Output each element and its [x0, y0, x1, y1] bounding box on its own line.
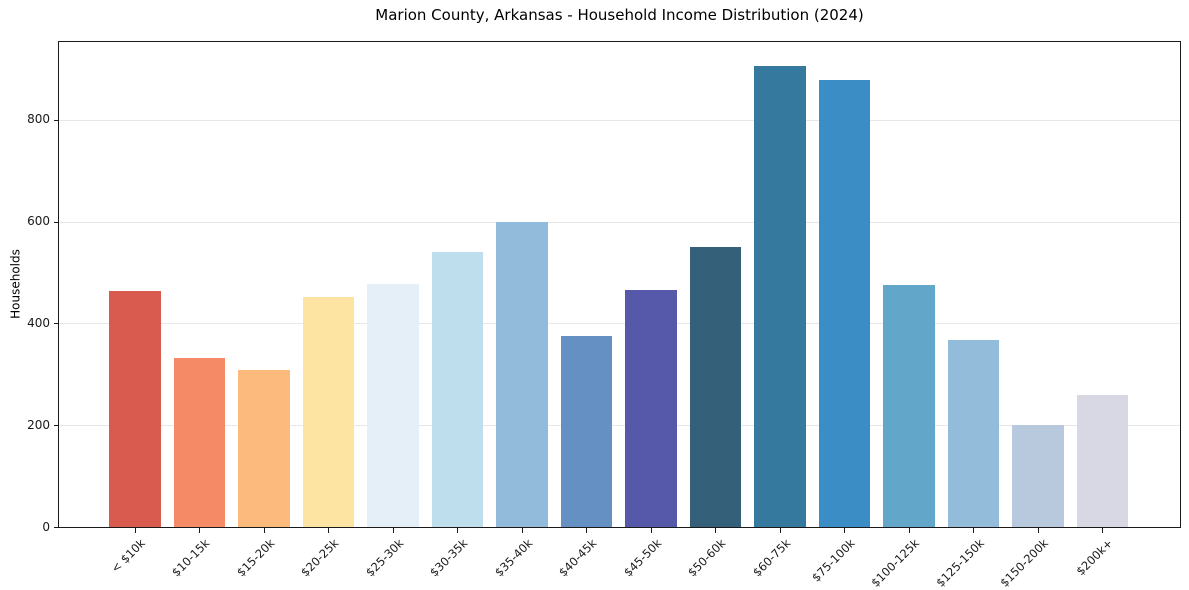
y-tick-label-400: 400	[27, 315, 50, 330]
x-tick-mark-15	[1102, 528, 1104, 533]
x-tick-label-13: $125-150k	[932, 536, 987, 590]
bar-0	[109, 291, 161, 527]
gridline-800	[59, 119, 1180, 121]
x-tick-label-5: $30-35k	[427, 536, 471, 580]
x-tick-mark-0	[134, 528, 136, 533]
x-tick-label-2: $15-20k	[233, 536, 278, 580]
gridline-200	[59, 425, 1180, 427]
x-tick-mark-14	[1037, 528, 1039, 533]
y-tick-mark-200	[54, 425, 59, 427]
y-tick-label-800: 800	[27, 112, 50, 127]
x-tick-label-6: $35-40k	[491, 536, 536, 580]
gridline-400	[59, 323, 1180, 325]
bar-1	[173, 358, 226, 527]
x-tick-label-3: $20-25k	[298, 536, 342, 580]
x-tick-label-0: < $10k	[108, 536, 149, 576]
x-tick-label-7: $40-45k	[556, 536, 600, 580]
x-tick-label-14: $150-200k	[997, 536, 1052, 590]
x-tick-mark-6	[521, 528, 523, 533]
bar-9	[689, 246, 742, 527]
y-tick-label-0: 0	[42, 519, 50, 534]
chart-title: Marion County, Arkansas - Household Inco…	[375, 6, 864, 24]
bar-11	[818, 80, 871, 527]
x-tick-mark-10	[779, 528, 781, 533]
y-tick-mark-600	[54, 221, 59, 223]
bar-5	[431, 252, 484, 527]
x-tick-label-9: $50-60k	[685, 536, 729, 580]
y-tick-mark-0	[54, 527, 59, 528]
bar-14	[1012, 425, 1064, 527]
x-tick-label-15: $200k+	[1073, 536, 1116, 579]
x-tick-mark-13	[973, 528, 975, 533]
bar-7	[560, 336, 613, 527]
bar-13	[947, 339, 1000, 527]
y-tick-label-200: 200	[27, 417, 50, 432]
bar-3	[302, 296, 355, 527]
y-tick-mark-800	[54, 119, 59, 121]
bar-6	[496, 221, 548, 527]
x-tick-mark-12	[908, 528, 910, 533]
bar-4	[367, 283, 419, 527]
x-tick-mark-1	[199, 528, 201, 533]
x-tick-mark-9	[715, 528, 717, 533]
bar-10	[754, 66, 806, 527]
bar-8	[625, 290, 677, 527]
y-tick-mark-400	[54, 323, 59, 325]
x-tick-mark-2	[263, 528, 265, 533]
bar-2	[238, 370, 290, 527]
bar-15	[1076, 394, 1129, 527]
x-tick-mark-5	[457, 528, 459, 533]
x-tick-mark-3	[328, 528, 330, 533]
plot-area	[59, 42, 1180, 527]
x-tick-label-10: $60-75k	[749, 536, 794, 580]
x-tick-label-11: $75-100k	[808, 536, 858, 585]
x-tick-mark-11	[844, 528, 846, 533]
bar-12	[883, 285, 935, 527]
x-tick-mark-4	[392, 528, 394, 533]
x-tick-label-4: $25-30k	[362, 536, 407, 580]
x-tick-mark-7	[586, 528, 588, 533]
y-tick-label-600: 600	[27, 214, 50, 229]
x-tick-label-12: $100-125k	[868, 536, 923, 590]
x-tick-label-8: $45-50k	[620, 536, 665, 580]
gridline-600	[59, 221, 1180, 223]
x-tick-label-1: $10-15k	[169, 536, 213, 580]
x-tick-mark-8	[650, 528, 652, 533]
